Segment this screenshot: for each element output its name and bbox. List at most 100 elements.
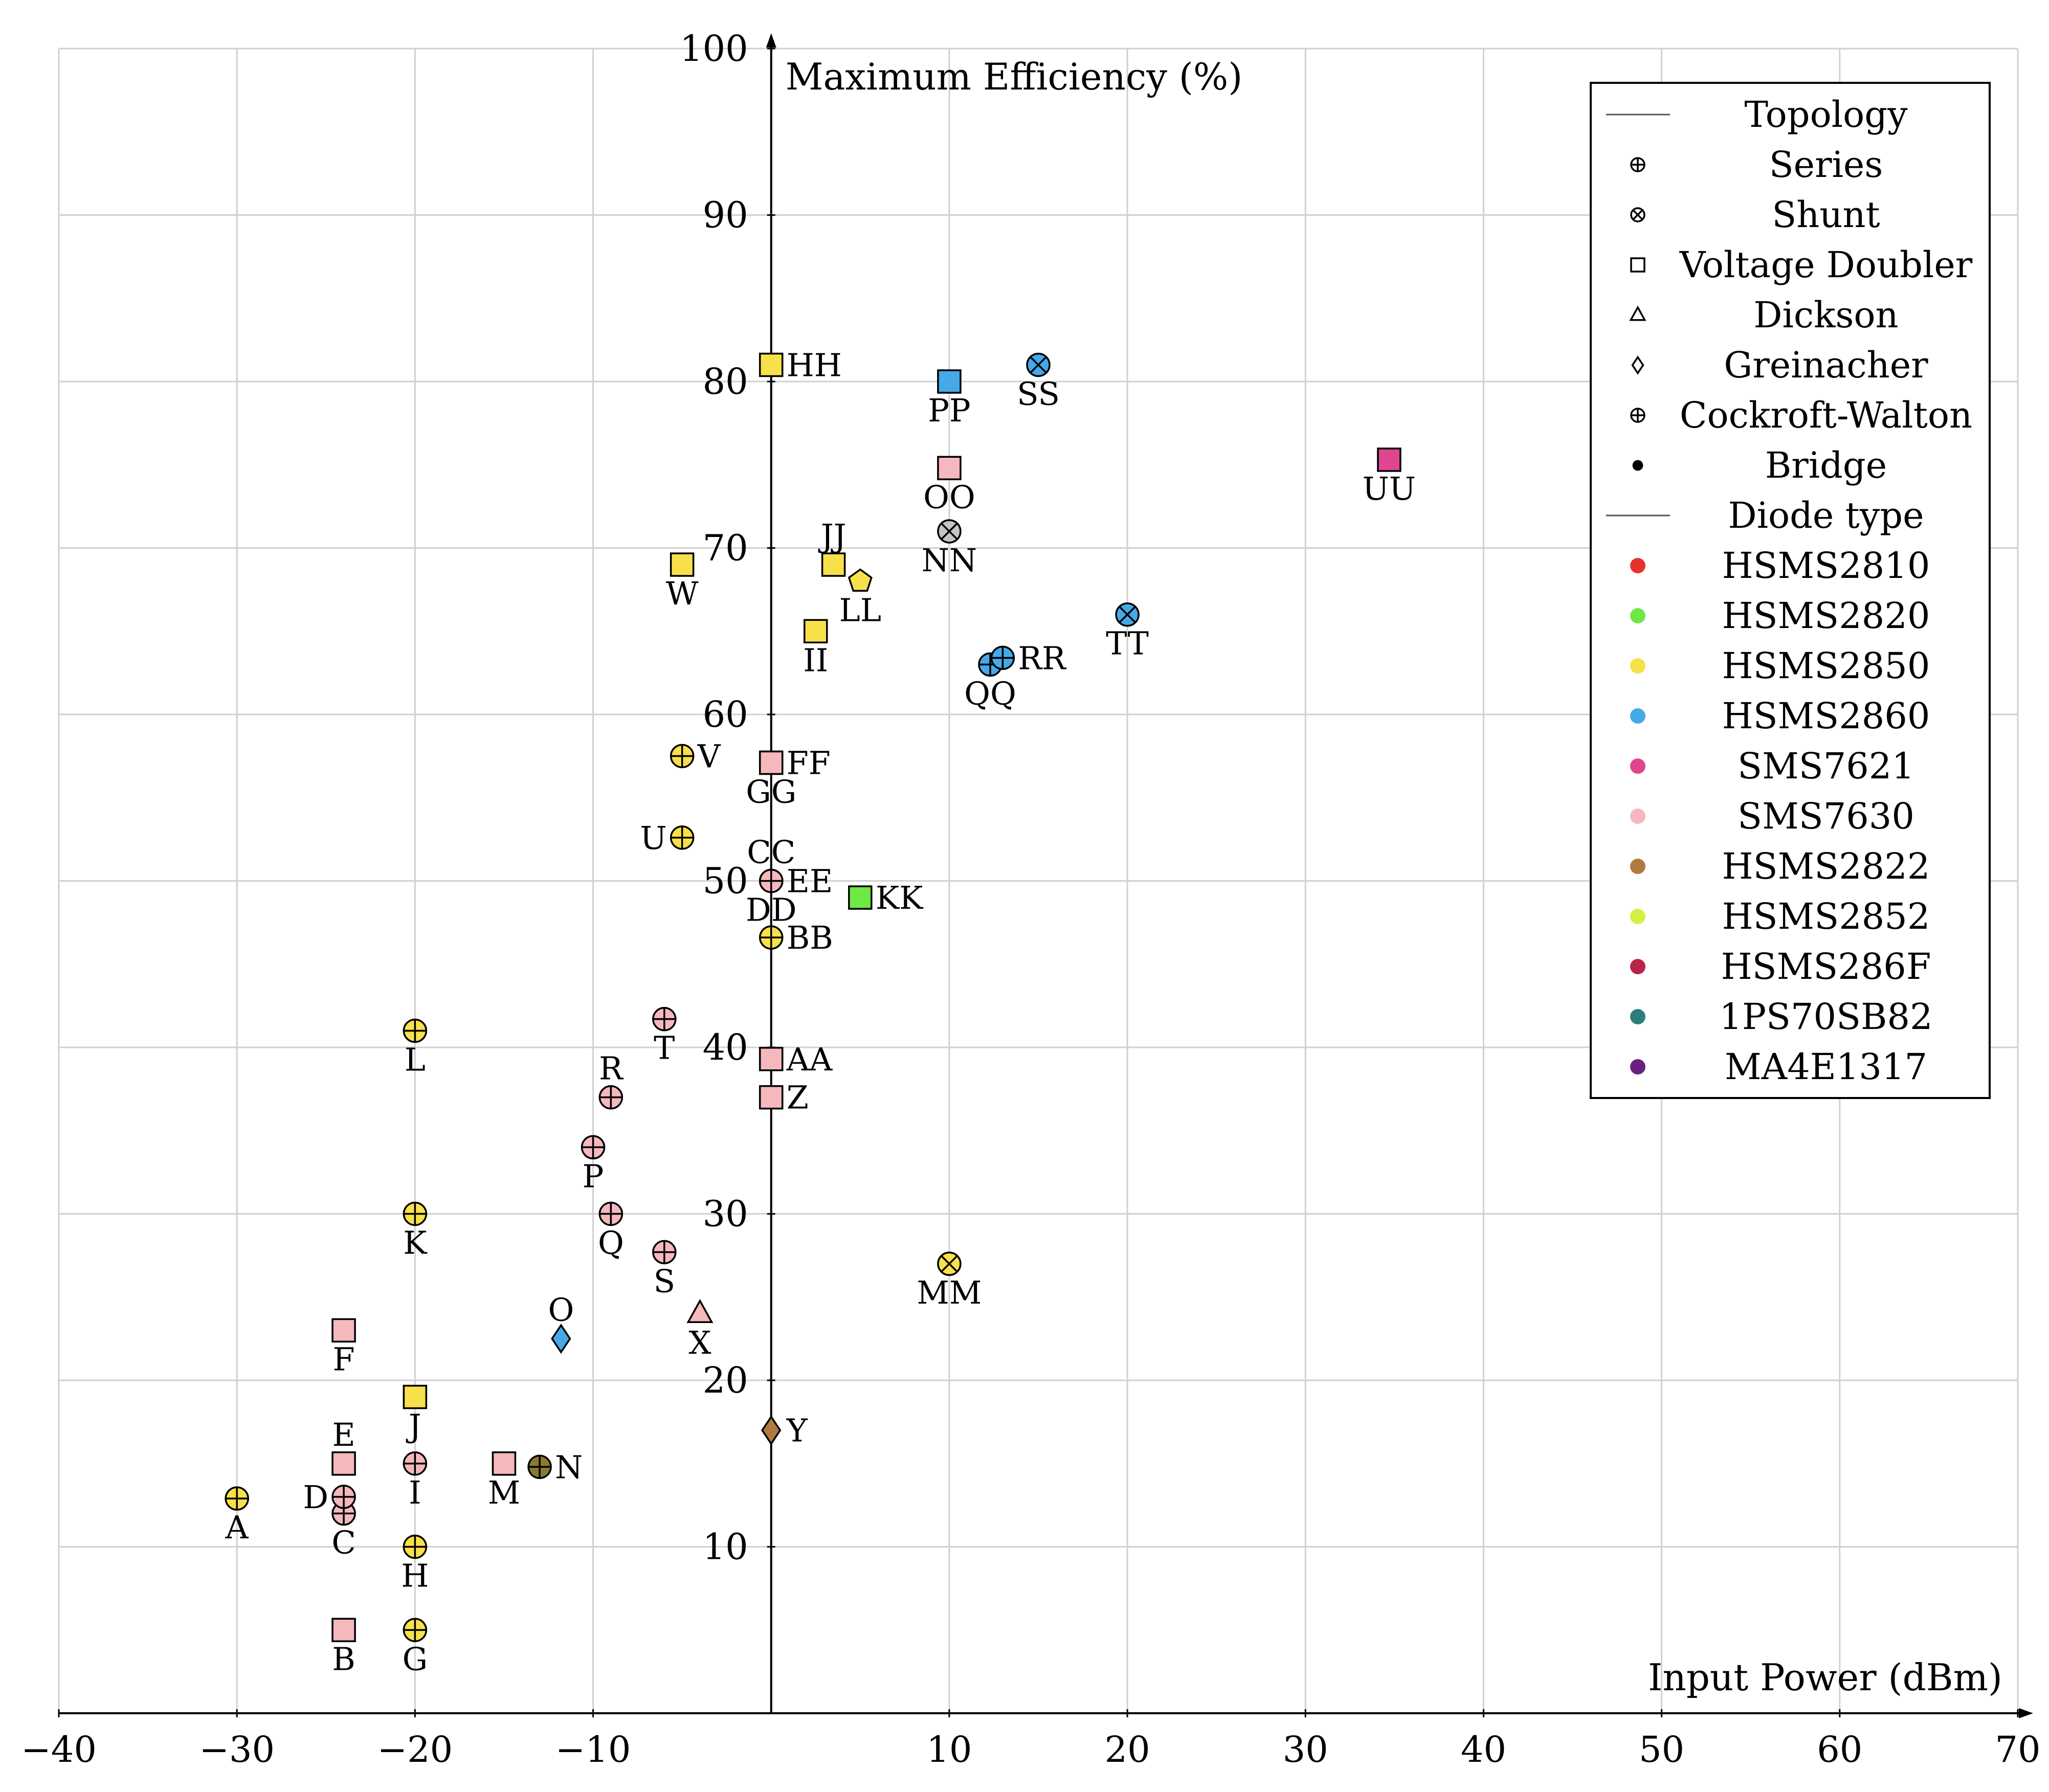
x-tick-label: 60 [1817, 1729, 1862, 1771]
data-point-label: HH [787, 346, 842, 384]
x-tick-label: 50 [1639, 1729, 1684, 1771]
data-point: LL [839, 568, 881, 629]
legend-entry: Greinacher [1631, 344, 1928, 386]
circle-x-marker [1115, 602, 1140, 627]
circle-x-marker [1630, 207, 1645, 222]
data-point-label: W [666, 575, 699, 612]
legend-entry: SMS7621 [1630, 745, 1914, 787]
data-point-label: BB [787, 919, 833, 956]
data-point-label: RR [1018, 639, 1067, 677]
legend-color-dot [1630, 608, 1645, 623]
legend-items: Topology Series Shunt Voltage Doubler Dickso… [1606, 94, 1973, 1088]
legend-entry: 1PS70SB82 [1630, 996, 1933, 1038]
data-point-label: J [406, 1407, 421, 1445]
data-point: HH [759, 346, 842, 384]
data-point: U [640, 819, 695, 857]
square-marker [759, 352, 784, 377]
data-point-label: SS [1017, 375, 1060, 412]
diamond-marker [1631, 355, 1644, 375]
legend-entry: HSMS2810 [1630, 545, 1930, 587]
square-marker [821, 552, 846, 577]
data-point-label: O [548, 1291, 574, 1329]
square-shape [759, 1085, 784, 1110]
circle-plus-marker [1630, 408, 1645, 423]
data-point-label: QQ [964, 675, 1016, 712]
y-axis-arrowhead [766, 33, 776, 48]
data-point-label: Q [598, 1224, 624, 1262]
legend-entry-label: Series [1769, 144, 1883, 186]
data-point: L [403, 1018, 428, 1078]
legend-entry: MA4E1317 [1630, 1046, 1927, 1088]
y-tick-label: 20 [703, 1359, 748, 1401]
y-axis-label: Maximum Efficiency (%) [786, 55, 1243, 98]
data-point: X [686, 1298, 714, 1361]
data-point: H [401, 1534, 429, 1595]
square-shape [1377, 447, 1401, 472]
triangle-marker [1629, 305, 1646, 321]
data-point-label: NN [922, 542, 977, 579]
cross-bar [1119, 606, 1136, 623]
y-tick-label: 30 [703, 1193, 748, 1235]
legend-color-dot [1630, 909, 1645, 924]
data-point-label: P [583, 1157, 604, 1195]
legend-box [1590, 82, 1991, 1099]
x-tick-label: 10 [926, 1729, 972, 1771]
data-point: Y [761, 1412, 808, 1449]
legend-entry: HSMS2822 [1630, 845, 1930, 887]
data-point: GG [746, 750, 796, 810]
circle-plus-marker [403, 1534, 428, 1559]
data-point: F [331, 1318, 356, 1378]
legend-entry-label: HSMS2852 [1722, 895, 1930, 937]
circle-plus-marker [670, 744, 695, 769]
circle-plus-marker [403, 1201, 428, 1226]
data-point-label: X [688, 1324, 711, 1361]
legend-color-dot [1630, 708, 1645, 724]
legend-color-dot [1630, 809, 1645, 824]
legend-color-dot [1630, 1009, 1645, 1024]
data-point-label: II [803, 641, 828, 679]
data-point-label: T [654, 1029, 675, 1067]
legend-color-dot [1630, 959, 1645, 974]
data-point: O [548, 1291, 574, 1354]
data-point: G [403, 1618, 428, 1677]
square-shape [759, 352, 784, 377]
y-tick-label: 60 [703, 693, 748, 735]
square-shape [331, 1451, 356, 1476]
square-shape [937, 456, 962, 481]
y-tick-label: 100 [680, 28, 748, 70]
circle-plus-marker [403, 1018, 428, 1043]
diamond-shape [761, 1415, 782, 1446]
square-marker [759, 750, 784, 775]
x-tick-label: 70 [1995, 1729, 2040, 1771]
data-point-label: V [697, 737, 721, 775]
data-point: EE [759, 863, 833, 900]
x-tick-label: −20 [377, 1729, 453, 1771]
legend-header: Diode type [1728, 495, 1924, 536]
x-axis-label: Input Power (dBm) [1648, 1656, 2002, 1699]
data-point: Q [598, 1201, 624, 1262]
x-tick-label: −30 [199, 1729, 275, 1771]
square-shape [759, 750, 784, 775]
data-point: N [527, 1448, 583, 1486]
data-point-label: D [303, 1479, 328, 1516]
data-point-label: LL [839, 592, 881, 629]
data-point: JJ [818, 517, 846, 577]
data-point-label: G [403, 1640, 428, 1677]
data-point-label: KK [876, 879, 924, 916]
data-point-label: CC [747, 834, 795, 871]
legend-entry-label: HSMS2820 [1722, 595, 1930, 637]
legend-entry: SMS7630 [1630, 795, 1914, 837]
data-point-label: A [225, 1509, 249, 1546]
data-point: SS [1017, 352, 1060, 412]
square-marker [937, 369, 962, 394]
square-marker [759, 1085, 784, 1110]
data-point-label: Z [787, 1079, 809, 1116]
data-point: S [652, 1240, 677, 1300]
legend-entry: HSMS2820 [1630, 595, 1930, 637]
data-point-label: H [401, 1557, 429, 1595]
data-point: A [225, 1486, 249, 1546]
legend-color-dot [1630, 758, 1645, 774]
square-shape [331, 1618, 356, 1642]
